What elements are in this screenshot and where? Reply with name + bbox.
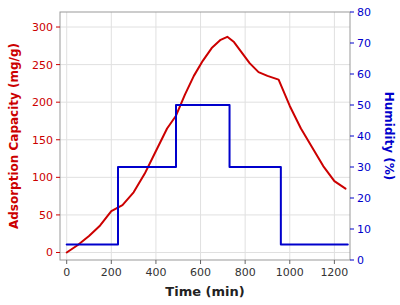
y-tick-label: 50 [39,209,53,222]
y2-axis: 0 10 20 30 40 50 60 70 80 [350,6,371,267]
y2-tick [350,74,354,75]
y-tick [56,102,60,103]
series-line [67,105,348,245]
y2-tick-label: 70 [357,37,371,50]
y2-tick [350,105,354,106]
grid-line-y [60,102,350,103]
x-tick [155,260,156,264]
x-tick-label: 800 [235,266,256,279]
y2-tick-label: 40 [357,130,371,143]
y2-tick-label: 20 [357,192,371,205]
series-line [67,37,346,253]
y2-tick-label: 50 [357,99,371,112]
grid-line-y [60,27,350,28]
grid-line-x [111,12,112,260]
y2-tick [350,12,354,13]
y-tick [56,252,60,253]
x-tick-label: 200 [101,266,122,279]
grid-line-x [200,12,201,260]
y-tick [56,64,60,65]
x-tick [111,260,112,264]
y2-tick-label: 10 [357,223,371,236]
x-axis: 0 200 400 600 800 1000 1200 [63,260,348,279]
grid-line-y [60,64,350,65]
y-tick-label: 100 [32,171,53,184]
y2-tick [350,229,354,230]
y2-tick [350,43,354,44]
grid-line-y [60,177,350,178]
plot-frame [60,12,350,260]
y-tick [56,177,60,178]
y-tick-label: 150 [32,134,53,147]
grid-line-x [155,12,156,260]
x-tick [334,260,335,264]
grid-line-y [60,214,350,215]
y-tick-label: 200 [32,96,53,109]
chart: 0200400600800100012000501001502002503000… [0,0,400,305]
y-tick [56,27,60,28]
grid-line-x [245,12,246,260]
grid-line-x [289,12,290,260]
y2-tick-label: 60 [357,68,371,81]
y-tick [56,214,60,215]
y2-tick [350,198,354,199]
y-axis: 0 50 100 150 200 250 300 [32,21,60,259]
grid-line-x [334,12,335,260]
x-tick [245,260,246,264]
y-tick [56,139,60,140]
x-tick [66,260,67,264]
y-tick-label: 250 [32,59,53,72]
y2-axis-label: Humidity (%) [382,92,396,181]
y2-tick-label: 30 [357,161,371,174]
y-tick-label: 0 [46,246,53,259]
x-tick-label: 1200 [320,266,348,279]
x-tick-label: 1000 [276,266,304,279]
series [67,37,348,253]
x-tick [289,260,290,264]
x-tick-label: 0 [63,266,70,279]
y2-tick [350,260,354,261]
x-tick-label: 600 [190,266,211,279]
y2-tick [350,167,354,168]
grid-line-y [60,252,350,253]
x-tick [200,260,201,264]
x-tick-label: 400 [145,266,166,279]
y2-tick-label: 80 [357,6,371,19]
y2-tick-label: 0 [357,254,364,267]
y-axis-label: Adsorption Capacity (mg/g) [7,43,21,229]
x-axis-label: Time (min) [165,284,244,299]
y-tick-label: 300 [32,21,53,34]
grid-line-x [66,12,67,260]
y2-tick [350,136,354,137]
grid [60,12,350,260]
